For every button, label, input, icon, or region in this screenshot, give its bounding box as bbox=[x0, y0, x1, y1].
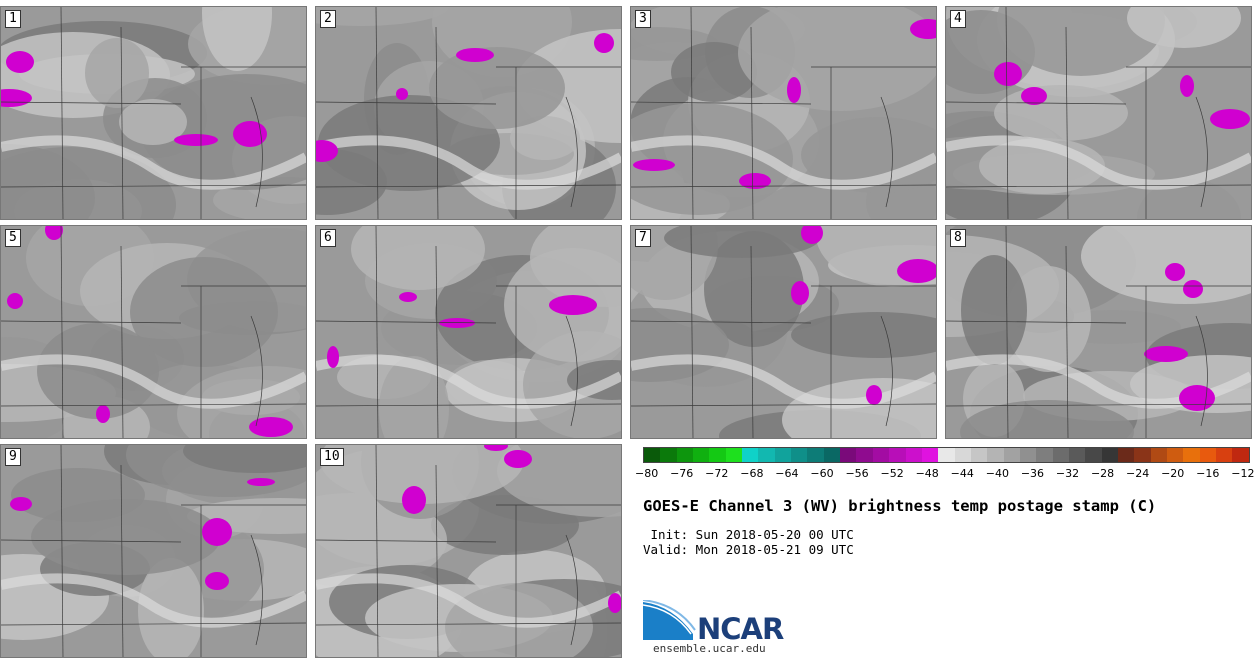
colorbar-swatch bbox=[1019, 448, 1037, 462]
map-field bbox=[316, 226, 621, 438]
map-panel-5: 5 bbox=[0, 225, 307, 439]
colorbar-tick-label: −32 bbox=[1055, 467, 1080, 480]
colorbar-swatch bbox=[1117, 448, 1135, 462]
colorbar-swatch bbox=[774, 448, 792, 462]
colorbar-swatch bbox=[1183, 448, 1200, 462]
colorbar-swatch bbox=[987, 448, 1004, 462]
colorbar-tick-label: −60 bbox=[810, 467, 834, 480]
logo-url: ensemble.ucar.edu bbox=[653, 642, 766, 655]
colorbar-swatch bbox=[823, 448, 841, 462]
colorbar-swatch bbox=[644, 448, 661, 462]
colorbar-swatch bbox=[856, 448, 873, 462]
map-panel-1: 1 bbox=[0, 6, 307, 220]
colorbar-swatch bbox=[954, 448, 971, 462]
colorbar-swatch bbox=[1003, 448, 1020, 462]
logo-text: NCAR bbox=[697, 612, 784, 646]
colorbar-swatch bbox=[921, 448, 939, 462]
colorbar-tick-label: −48 bbox=[915, 467, 939, 480]
colorbar-tick-label: −40 bbox=[985, 467, 1009, 480]
map-panel-4: 4 bbox=[945, 6, 1252, 220]
map-panel-2: 2 bbox=[315, 6, 622, 220]
colorbar-swatch bbox=[872, 448, 890, 462]
panel-label: 8 bbox=[950, 229, 966, 247]
colorbar bbox=[643, 447, 1250, 463]
colorbar-swatch bbox=[1134, 448, 1151, 462]
colorbar-swatch bbox=[1216, 448, 1233, 462]
map-panel-3: 3 bbox=[630, 6, 937, 220]
map-panel-9: 9 bbox=[0, 444, 307, 658]
colorbar-swatch bbox=[693, 448, 710, 462]
colorbar-swatch bbox=[807, 448, 824, 462]
colorbar-tick-label: −64 bbox=[775, 467, 799, 480]
colorbar-swatch bbox=[725, 448, 743, 462]
colorbar-swatch bbox=[970, 448, 988, 462]
colorbar-swatch bbox=[1085, 448, 1102, 462]
colorbar-swatch bbox=[758, 448, 775, 462]
colorbar-swatch bbox=[1232, 448, 1249, 462]
map-field bbox=[946, 7, 1251, 219]
init-time: Init: Sun 2018-05-20 00 UTC bbox=[643, 527, 854, 542]
map-field bbox=[631, 7, 936, 219]
colorbar-swatch bbox=[1052, 448, 1069, 462]
colorbar-swatch bbox=[742, 448, 759, 462]
colorbar-swatch bbox=[709, 448, 726, 462]
panel-label: 9 bbox=[5, 448, 21, 466]
map-field bbox=[946, 226, 1251, 438]
colorbar-tick-label: −28 bbox=[1090, 467, 1115, 480]
colorbar-tick-label: −12 bbox=[1231, 467, 1255, 480]
colorbar-swatch bbox=[791, 448, 808, 462]
panel-label: 1 bbox=[5, 10, 21, 28]
colorbar-swatch bbox=[840, 448, 857, 462]
colorbar-swatch bbox=[889, 448, 906, 462]
map-field bbox=[316, 7, 621, 219]
colorbar-swatch bbox=[1199, 448, 1217, 462]
map-field bbox=[1, 7, 306, 219]
colorbar-swatch bbox=[660, 448, 677, 462]
colorbar-tick-label: −16 bbox=[1196, 467, 1220, 480]
panel-label: 3 bbox=[635, 10, 651, 28]
ncar-logo-icon bbox=[643, 600, 696, 640]
panel-label: 4 bbox=[950, 10, 966, 28]
map-field bbox=[1, 445, 306, 657]
colorbar-tick-label: −68 bbox=[740, 467, 764, 480]
colorbar-swatch bbox=[938, 448, 955, 462]
colorbar-swatch bbox=[1167, 448, 1184, 462]
panel-label: 5 bbox=[5, 229, 21, 247]
map-field bbox=[316, 445, 621, 657]
colorbar-tick-label: −20 bbox=[1161, 467, 1185, 480]
colorbar-tick-label: −44 bbox=[950, 467, 974, 480]
map-field bbox=[631, 226, 936, 438]
colorbar-tick-label: −24 bbox=[1126, 467, 1150, 480]
colorbar-tick-label: −56 bbox=[845, 467, 869, 480]
map-panel-6: 6 bbox=[315, 225, 622, 439]
panel-label: 10 bbox=[320, 448, 344, 466]
map-panel-7: 7 bbox=[630, 225, 937, 439]
colorbar-swatch bbox=[1101, 448, 1118, 462]
colorbar-tick-label: −52 bbox=[880, 467, 904, 480]
colorbar-tick-label: −36 bbox=[1020, 467, 1045, 480]
panel-label: 7 bbox=[635, 229, 651, 247]
colorbar-tick-label: −76 bbox=[670, 467, 694, 480]
valid-time: Valid: Mon 2018-05-21 09 UTC bbox=[643, 542, 854, 557]
panel-label: 2 bbox=[320, 10, 336, 28]
colorbar-swatch bbox=[1150, 448, 1167, 462]
colorbar-tick-label: −80 bbox=[635, 467, 659, 480]
map-panel-8: 8 bbox=[945, 225, 1252, 439]
colorbar-swatch bbox=[1068, 448, 1086, 462]
figure-title: GOES-E Channel 3 (WV) brightness temp po… bbox=[643, 497, 1157, 515]
colorbar-tick-label: −72 bbox=[705, 467, 729, 480]
colorbar-swatch bbox=[1036, 448, 1053, 462]
map-field bbox=[1, 226, 306, 438]
map-panel-10: 10 bbox=[315, 444, 622, 658]
colorbar-swatch bbox=[676, 448, 694, 462]
colorbar-swatch bbox=[905, 448, 922, 462]
panel-label: 6 bbox=[320, 229, 336, 247]
colorbar-ticks: −80 −76 −72 −68 −64 −60 −56 −52 −48 −44 −40 −36 −32−… bbox=[635, 467, 1254, 481]
